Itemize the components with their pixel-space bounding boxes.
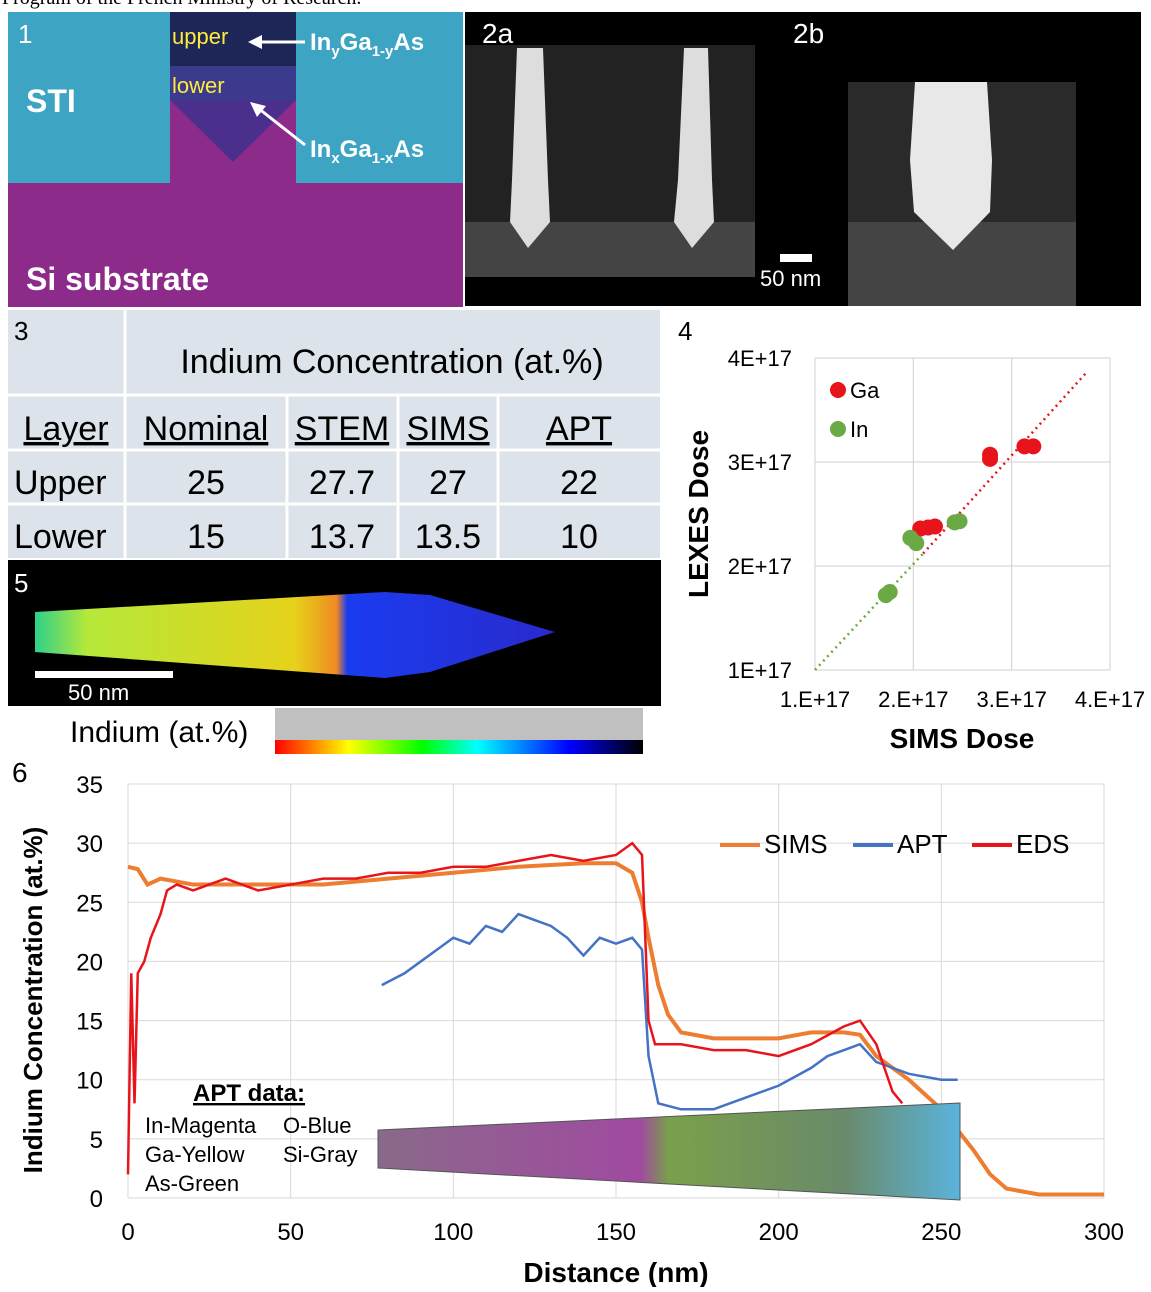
panel-label: 2b [793, 18, 824, 49]
table-header: Nominal [144, 410, 269, 448]
x-axis-title: Distance (nm) [523, 1257, 708, 1287]
region-label: STI [26, 83, 76, 119]
formula-part: As [393, 29, 424, 56]
formula: InyGa1-yAs [310, 29, 424, 60]
x-tick-label: 2.E+17 [878, 687, 948, 712]
table-cell: 27.7 [309, 464, 375, 502]
y-tick-label: 5 [90, 1127, 103, 1154]
layer-label: upper [172, 24, 228, 49]
point [927, 518, 943, 534]
annotation: As-Green [145, 1171, 239, 1196]
legend-marker [830, 421, 846, 437]
y-tick-label: 3E+17 [728, 450, 792, 475]
y-tick-label: 35 [76, 772, 103, 799]
y-tick-label: 15 [76, 1009, 103, 1036]
legend-label: APT [897, 829, 948, 859]
annotation: Ga-Yellow [145, 1142, 245, 1167]
x-tick-label: 4.E+17 [1075, 687, 1145, 712]
apt-reconstruction [378, 1103, 960, 1200]
y-tick-label: 20 [76, 949, 103, 976]
x-axis-title: SIMS Dose [890, 723, 1035, 754]
table-header: APT [546, 410, 612, 448]
table-cell: 22 [560, 464, 598, 502]
point [882, 584, 898, 600]
table-cell: 25 [187, 464, 225, 502]
panel-label: 6 [12, 757, 28, 788]
x-tick-label: 50 [277, 1219, 304, 1246]
y-tick-label: 1E+17 [728, 658, 792, 683]
trend-line [815, 554, 923, 670]
scale-bar-label: 50 nm [760, 266, 821, 291]
table-cell: 10 [560, 518, 598, 556]
formula-part: Ga [340, 29, 373, 56]
formula-part: In [310, 29, 331, 56]
point [952, 513, 968, 529]
x-tick-label: 1.E+17 [780, 687, 850, 712]
panel-2 [465, 12, 1141, 306]
y-tick-label: 0 [90, 1186, 103, 1213]
table-header: STEM [295, 410, 389, 448]
point [1025, 438, 1041, 454]
x-tick-label: 150 [596, 1219, 636, 1246]
legend-label: SIMS [764, 829, 828, 859]
x-tick-label: 250 [921, 1219, 961, 1246]
x-tick-label: 3.E+17 [976, 687, 1046, 712]
region-label: Si substrate [26, 261, 209, 297]
x-tick-label: 100 [433, 1219, 473, 1246]
formula-part: As [393, 136, 424, 163]
legend-marker [830, 382, 846, 398]
formula-part: 1-x [372, 150, 394, 167]
table-cell: 15 [187, 518, 225, 556]
table-cell: Upper [14, 464, 107, 502]
point [908, 535, 924, 551]
panel-label: 2a [482, 18, 514, 49]
y-tick-label: 25 [76, 890, 103, 917]
panel-label: 1 [18, 19, 32, 49]
y-tick-label: 2E+17 [728, 554, 792, 579]
panel-label: 5 [14, 568, 28, 598]
y-axis-title: Indium Concentration (at.%) [18, 827, 48, 1174]
y-axis-title: LEXES Dose [683, 430, 714, 598]
figure: Program of the French Ministry of Resear… [0, 0, 1151, 1287]
x-tick-label: 0 [121, 1219, 134, 1246]
table-cell: 27 [429, 464, 467, 502]
table-header: SIMS [406, 410, 489, 448]
header-fragment: Program of the French Ministry of Resear… [2, 0, 361, 9]
y-tick-label: 30 [76, 831, 103, 858]
formula-part: Ga [340, 136, 373, 163]
legend-label: Ga [850, 378, 880, 403]
annotation: O-Blue [283, 1113, 351, 1138]
table-title: Indium Concentration (at.%) [180, 343, 603, 381]
table-cell: 13.5 [415, 518, 481, 556]
legend-label: In [850, 417, 868, 442]
colorbar-title: Indium (at.%) [70, 716, 248, 749]
annotation-title: APT data: [193, 1080, 305, 1107]
panel-label: 3 [14, 316, 28, 346]
panel-label: 4 [678, 316, 692, 346]
trend-line [923, 373, 1086, 554]
annotation: Si-Gray [283, 1142, 358, 1167]
y-tick-label: 4E+17 [728, 346, 792, 371]
annotation: In-Magenta [145, 1113, 257, 1138]
scale-bar-label: 50 nm [68, 680, 129, 705]
formula-part: In [310, 136, 331, 163]
formula-part: 1-y [372, 43, 394, 60]
layer-label: lower [172, 73, 225, 98]
table-cell: 13.7 [309, 518, 375, 556]
legend-label: EDS [1016, 829, 1069, 859]
x-tick-label: 300 [1084, 1219, 1124, 1246]
y-tick-label: 10 [76, 1068, 103, 1095]
formula: InxGa1-xAs [310, 136, 424, 167]
point [982, 447, 998, 463]
table-header: Layer [23, 410, 108, 448]
table-cell: Lower [14, 518, 107, 556]
x-tick-label: 200 [759, 1219, 799, 1246]
